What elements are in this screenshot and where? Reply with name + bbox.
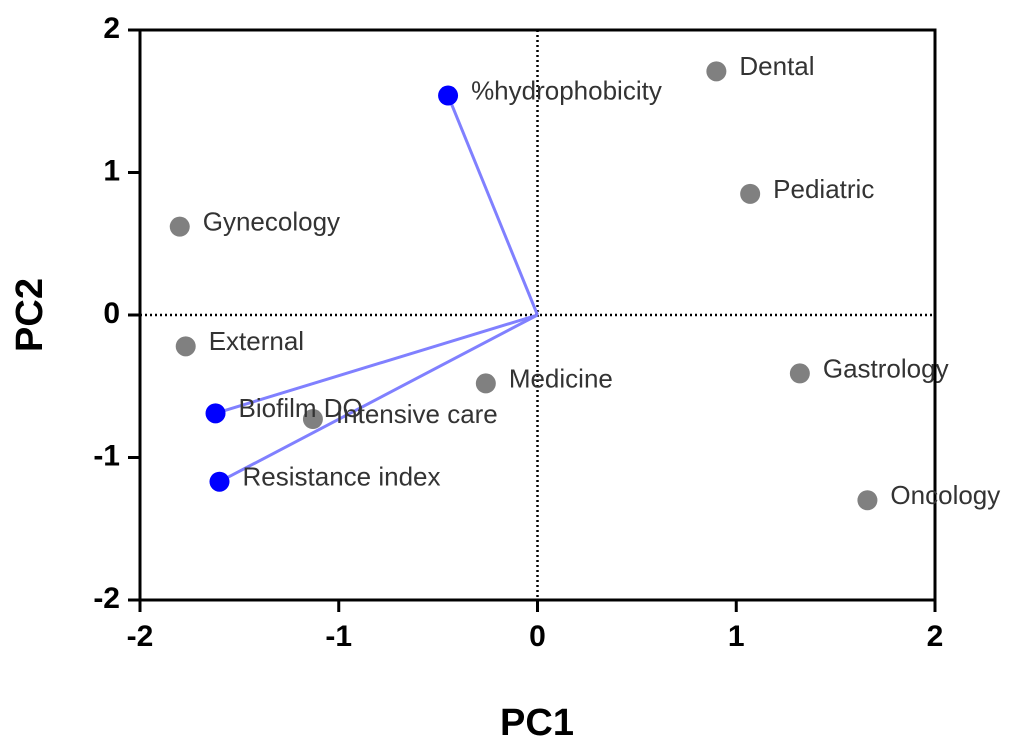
loading-arrow xyxy=(446,94,539,316)
point-label: Medicine xyxy=(509,363,613,393)
x-tick-label: -1 xyxy=(325,620,352,653)
x-axis-title: PC1 xyxy=(500,702,574,744)
point xyxy=(740,183,761,204)
y-tick-label: 2 xyxy=(103,12,120,45)
point xyxy=(205,403,226,424)
x-tick-label: 0 xyxy=(529,620,546,653)
point xyxy=(789,363,810,384)
loading-arrow xyxy=(218,313,539,484)
point-label: Gastrology xyxy=(823,353,949,383)
y-tick-label: 1 xyxy=(103,154,120,187)
point-label: Oncology xyxy=(890,480,1000,510)
point xyxy=(706,61,727,82)
point xyxy=(475,373,496,394)
y-axis-title: PC2 xyxy=(9,278,51,352)
point-label: Pediatric xyxy=(773,174,874,204)
point xyxy=(175,336,196,357)
point xyxy=(857,490,878,511)
y-tick-label: -2 xyxy=(93,582,120,615)
point-label: Resistance index xyxy=(243,462,441,492)
loading-arrow xyxy=(214,313,538,416)
point-label: External xyxy=(209,326,304,356)
point-label: Dental xyxy=(739,51,814,81)
point-label: Biofilm DO xyxy=(239,393,363,423)
x-tick-label: -2 xyxy=(127,620,154,653)
y-tick-label: -1 xyxy=(93,439,120,472)
x-tick-label: 2 xyxy=(927,620,944,653)
y-tick-label: 0 xyxy=(103,297,120,330)
point-label: Gynecology xyxy=(203,207,340,237)
point-label: Intensive care xyxy=(336,399,498,429)
point xyxy=(438,85,459,106)
point xyxy=(209,471,230,492)
point-label: %hydrophobicity xyxy=(471,75,662,105)
x-tick-label: 1 xyxy=(728,620,745,653)
point xyxy=(169,216,190,237)
point xyxy=(302,409,323,430)
